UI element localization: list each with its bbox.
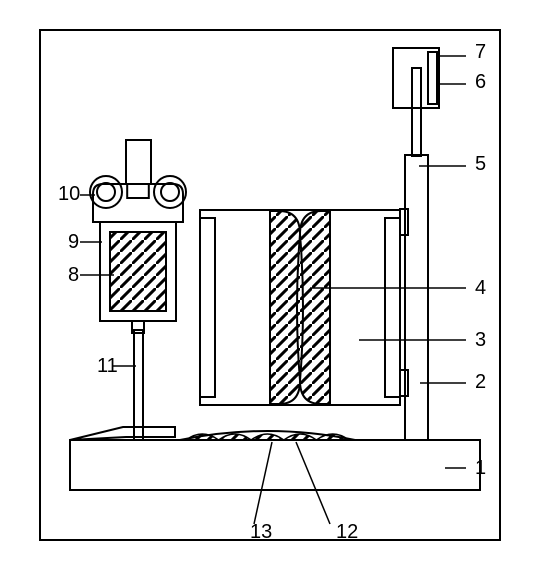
label-10: 10	[58, 183, 80, 205]
label-5: 5	[475, 153, 486, 175]
label-3: 3	[475, 329, 486, 351]
base-1	[70, 440, 480, 490]
drum-lip	[200, 218, 215, 397]
label-8: 8	[68, 264, 79, 286]
label-13: 13	[250, 521, 272, 543]
wheel-10	[154, 176, 186, 208]
label-4: 4	[475, 277, 486, 299]
leader	[296, 442, 330, 524]
label-11: 11	[97, 355, 118, 377]
top-stub	[126, 140, 151, 184]
collar-6	[393, 48, 439, 108]
mound-13	[186, 434, 349, 440]
label-6: 6	[475, 71, 486, 93]
box-8	[110, 232, 166, 311]
label-1: 1	[475, 457, 486, 479]
right-post-2	[405, 155, 428, 440]
roller-4	[297, 211, 330, 404]
wheel-10	[90, 176, 122, 208]
foot	[70, 427, 175, 440]
wheel-inner	[161, 183, 179, 201]
drum-lip	[385, 218, 400, 397]
wheel-inner	[97, 183, 115, 201]
bracket-9	[93, 184, 183, 222]
left-post-11	[134, 330, 143, 440]
leader	[254, 442, 272, 524]
label-12: 12	[336, 521, 358, 543]
label-9: 9	[68, 231, 79, 253]
collar-7	[428, 52, 437, 104]
label-2: 2	[475, 371, 486, 393]
rod-5	[412, 68, 421, 156]
label-7: 7	[475, 41, 486, 63]
